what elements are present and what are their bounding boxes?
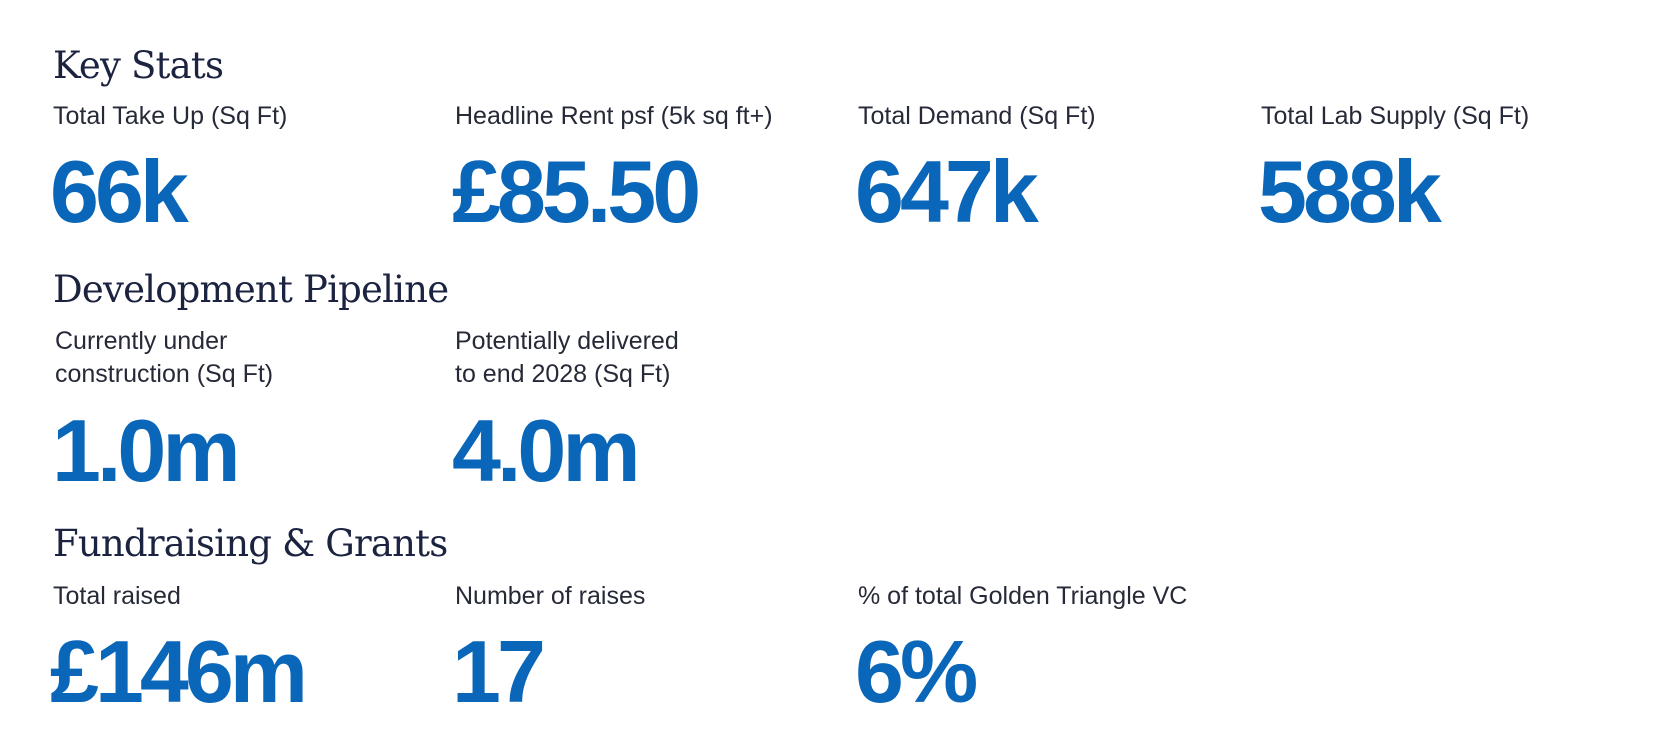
fundraising-grants-heading: Fundraising & Grants xyxy=(53,522,448,565)
stat-total-demand: Total Demand (Sq Ft) 647k xyxy=(855,100,1096,236)
stat-value: 17 xyxy=(452,622,546,721)
stat-label-line: Currently under xyxy=(55,327,228,355)
stat-value: 66k xyxy=(50,142,189,241)
stat-label: Total Lab Supply (Sq Ft) xyxy=(1261,102,1530,130)
key-stats-heading: Key Stats xyxy=(53,44,224,87)
stat-label: Total Take Up (Sq Ft) xyxy=(53,102,288,130)
stat-label-line: to end 2028 (Sq Ft) xyxy=(455,360,671,388)
stat-potentially-delivered: Potentially delivered to end 2028 (Sq Ft… xyxy=(452,325,679,495)
stat-value: 647k xyxy=(855,142,1039,241)
development-pipeline-heading: Development Pipeline xyxy=(53,268,449,311)
stat-label: Total Demand (Sq Ft) xyxy=(858,102,1096,130)
stat-label-line: construction (Sq Ft) xyxy=(55,360,274,388)
stat-label: Total raised xyxy=(53,582,181,610)
stat-total-raised: Total raised £146m xyxy=(50,580,308,716)
stat-label: Potentially delivered to end 2028 (Sq Ft… xyxy=(455,325,679,391)
stat-value: 1.0m xyxy=(52,401,241,500)
stat-under-construction: Currently under construction (Sq Ft) 1.0… xyxy=(52,325,273,495)
stat-golden-triangle-vc: % of total Golden Triangle VC 6% xyxy=(855,580,1188,716)
stat-label: Number of raises xyxy=(455,582,646,610)
stat-label: Headline Rent psf (5k sq ft+) xyxy=(455,102,773,130)
stat-value: 588k xyxy=(1258,142,1442,241)
stat-total-lab-supply: Total Lab Supply (Sq Ft) 588k xyxy=(1258,100,1530,236)
stat-number-of-raises: Number of raises 17 xyxy=(452,580,646,716)
stat-value: £146m xyxy=(50,622,308,721)
stat-label: Currently under construction (Sq Ft) xyxy=(55,325,273,391)
stat-value: £85.50 xyxy=(452,142,701,241)
stat-label: % of total Golden Triangle VC xyxy=(858,582,1188,610)
stat-total-take-up: Total Take Up (Sq Ft) 66k xyxy=(50,100,288,236)
stat-label-line: Potentially delivered xyxy=(455,327,679,355)
stat-headline-rent: Headline Rent psf (5k sq ft+) £85.50 xyxy=(452,100,773,236)
stat-value: 4.0m xyxy=(452,401,641,500)
stat-value: 6% xyxy=(855,622,978,721)
